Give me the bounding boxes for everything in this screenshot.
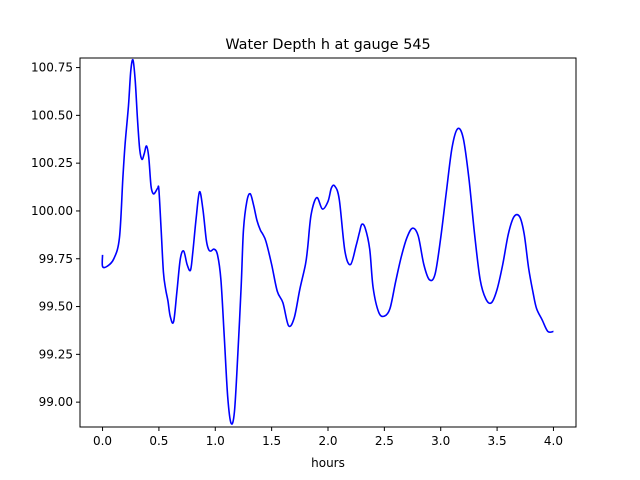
y-tick-label: 99.50 (39, 300, 73, 314)
x-axis-ticks: 0.0 0.5 1.0 1.5 2.0 2.5 3.0 3.5 4.0 (93, 427, 563, 448)
plot-area (80, 58, 576, 427)
y-tick-label: 99.75 (39, 252, 73, 266)
chart-title: Water Depth h at gauge 545 (225, 37, 430, 53)
y-axis-ticks: 99.00 99.25 99.50 99.75 100.00 100.25 100.50 10… (31, 61, 80, 409)
x-tick-label: 2.5 (375, 434, 394, 448)
series-line (101, 58, 554, 425)
y-tick-label: 100.00 (31, 204, 73, 218)
x-tick-label: 4.0 (544, 434, 563, 448)
series-layer (101, 58, 554, 425)
x-tick-label: 1.0 (206, 434, 225, 448)
y-tick-label: 100.75 (31, 61, 73, 75)
x-tick-label: 0.0 (93, 434, 112, 448)
y-tick-label: 99.00 (39, 395, 73, 409)
y-tick-label: 99.25 (39, 347, 73, 361)
x-tick-label: 3.5 (488, 434, 507, 448)
x-tick-label: 1.5 (262, 434, 281, 448)
x-tick-label: 3.0 (431, 434, 450, 448)
y-tick-label: 100.25 (31, 156, 73, 170)
x-tick-label: 2.0 (318, 434, 337, 448)
x-tick-label: 0.5 (149, 434, 168, 448)
x-axis-label: hours (311, 456, 345, 470)
y-tick-label: 100.50 (31, 108, 73, 122)
